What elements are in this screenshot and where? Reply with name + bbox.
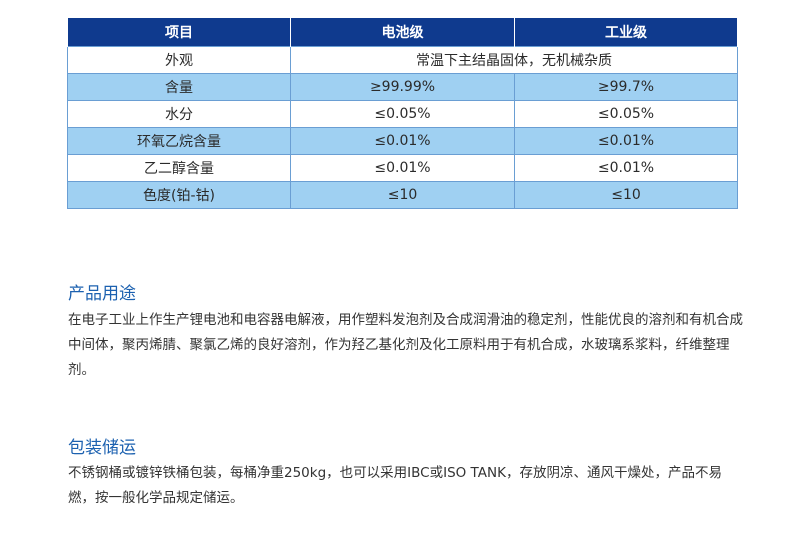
- industrial-grade-value: ≤0.01%: [514, 154, 738, 182]
- spec-table: 项目 电池级 工业级 外观 常温下主结晶固体，无机械杂质 含量 ≥99.99% …: [67, 17, 738, 209]
- row-item-label: 色度(铂-钴): [67, 181, 291, 209]
- row-item-label: 乙二醇含量: [67, 154, 291, 182]
- row-item-label: 水分: [67, 100, 291, 128]
- table-row: 色度(铂-钴) ≤10 ≤10: [67, 181, 738, 209]
- table-row: 含量 ≥99.99% ≥99.7%: [67, 73, 738, 101]
- row-item-label: 环氧乙烷含量: [67, 127, 291, 155]
- row-merged-value: 常温下主结晶固体，无机械杂质: [290, 46, 738, 74]
- packaging-paragraph: 不锈钢桶或镀锌铁桶包装，每桶净重250kg，也可以采用IBC或ISO TANK，…: [68, 465, 722, 506]
- industrial-grade-value: ≤10: [514, 181, 738, 209]
- packaging-section-title: 包装储运: [68, 438, 136, 458]
- industrial-grade-value: ≥99.7%: [514, 73, 738, 101]
- industrial-grade-value: ≤0.05%: [514, 100, 738, 128]
- battery-grade-value: ≤0.05%: [290, 100, 515, 128]
- industrial-grade-value: ≤0.01%: [514, 127, 738, 155]
- battery-grade-value: ≤10: [290, 181, 515, 209]
- row-item-label: 含量: [67, 73, 291, 101]
- table-row: 水分 ≤0.05% ≤0.05%: [67, 100, 738, 128]
- table-header-row: 项目 电池级 工业级: [67, 17, 738, 47]
- row-item-label: 外观: [67, 46, 291, 74]
- header-industrial-grade: 工业级: [514, 17, 738, 47]
- header-battery-grade: 电池级: [290, 17, 515, 47]
- usage-section-title: 产品用途: [68, 284, 136, 304]
- battery-grade-value: ≥99.99%: [290, 73, 515, 101]
- usage-paragraph: 在电子工业上作生产锂电池和电容器电解液，用作塑料发泡剂及合成润滑油的稳定剂，性能…: [68, 312, 743, 378]
- battery-grade-value: ≤0.01%: [290, 127, 515, 155]
- table-row: 乙二醇含量 ≤0.01% ≤0.01%: [67, 154, 738, 182]
- table-row: 环氧乙烷含量 ≤0.01% ≤0.01%: [67, 127, 738, 155]
- table-row: 外观 常温下主结晶固体，无机械杂质: [67, 46, 738, 74]
- header-item: 项目: [67, 17, 291, 47]
- battery-grade-value: ≤0.01%: [290, 154, 515, 182]
